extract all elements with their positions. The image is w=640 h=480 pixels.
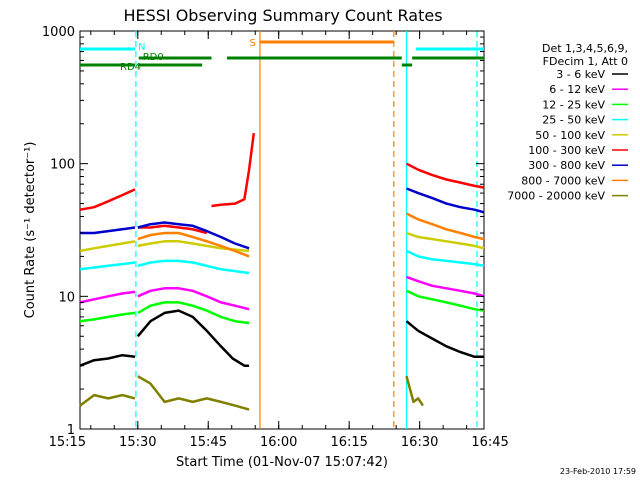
legend-entry-3: 25 - 50 keV (542, 114, 605, 127)
chart-title: HESSI Observing Summary Count Rates (123, 6, 442, 25)
timestamp: 23-Feb-2010 17:59 (560, 467, 636, 476)
series-line-6-seg-1 (137, 221, 250, 250)
series-line-3-seg-2 (405, 249, 485, 268)
y-tick-label: 1 (67, 423, 75, 438)
series-line-6-seg-2 (406, 187, 485, 214)
legend-entry-4: 50 - 100 keV (535, 129, 605, 142)
legend-entry-5: 100 - 300 keV (528, 144, 605, 157)
y-tick-label: 1000 (42, 25, 75, 40)
x-tick-label: 16:00 (260, 435, 297, 450)
series-line-7-seg-0 (137, 231, 250, 258)
series-line-1-seg-0 (79, 290, 136, 304)
y-tick-label: 10 (58, 290, 75, 305)
series-line-2-seg-1 (137, 301, 250, 325)
x-tick-label: 16:30 (401, 435, 438, 450)
legend-entry-6: 300 - 800 keV (528, 159, 605, 172)
x-tick-label: 15:15 (49, 435, 86, 450)
legend-header-0: Det 1,3,4,5,6,9, (542, 42, 628, 55)
legend-entry-2: 12 - 25 keV (542, 98, 605, 111)
series-line-5-seg-3 (405, 162, 485, 189)
series-line-2-seg-0 (79, 311, 136, 323)
series-line-3-seg-1 (137, 259, 250, 275)
x-tick-label: 16:15 (330, 435, 367, 450)
series-line-8-seg-0 (79, 393, 136, 407)
series-line-4-seg-2 (406, 231, 485, 250)
series-line-2-seg-2 (405, 289, 485, 312)
x-tick-label: 16:45 (471, 435, 508, 450)
y-axis-label: Count Rate (s⁻¹ detector⁻¹) (23, 142, 38, 319)
legend-header-1: FDecim 1, Att 0 (543, 55, 628, 68)
series-line-6-seg-0 (80, 226, 136, 235)
state-label-1: RD0 (143, 52, 164, 63)
series-line-1-seg-2 (406, 275, 485, 298)
series-line-1-seg-1 (137, 287, 250, 311)
legend-entry-1: 6 - 12 keV (549, 83, 605, 96)
series-line-5-seg-0 (79, 188, 136, 211)
series-line-3-seg-0 (79, 261, 136, 271)
legend-entry-0: 3 - 6 keV (556, 68, 605, 81)
series-line-5-seg-2 (211, 132, 256, 208)
state-label-0: N (138, 42, 145, 53)
series-line-4-seg-0 (79, 240, 136, 253)
series-line-8-seg-2 (405, 375, 424, 407)
series-line-0-seg-2 (405, 320, 484, 359)
x-axis-label: Start Time (01-Nov-07 15:07:42) (176, 455, 388, 470)
series-line-0-seg-1 (136, 309, 250, 367)
legend-entry-8: 7000 - 20000 keV (507, 190, 605, 203)
x-tick-label: 15:45 (190, 435, 227, 450)
legend-entry-7: 800 - 7000 keV (521, 174, 605, 187)
series-line-7-seg-1 (405, 212, 485, 241)
state-label-3: S (250, 38, 256, 49)
series-line-8-seg-1 (137, 375, 250, 411)
plot-frame (79, 30, 485, 430)
state-label-2: RD4 (120, 62, 141, 73)
y-tick-label: 100 (50, 158, 75, 173)
series-line-0-seg-0 (79, 353, 136, 367)
x-tick-label: 15:30 (119, 435, 156, 450)
series-line-5-seg-1 (137, 224, 208, 235)
